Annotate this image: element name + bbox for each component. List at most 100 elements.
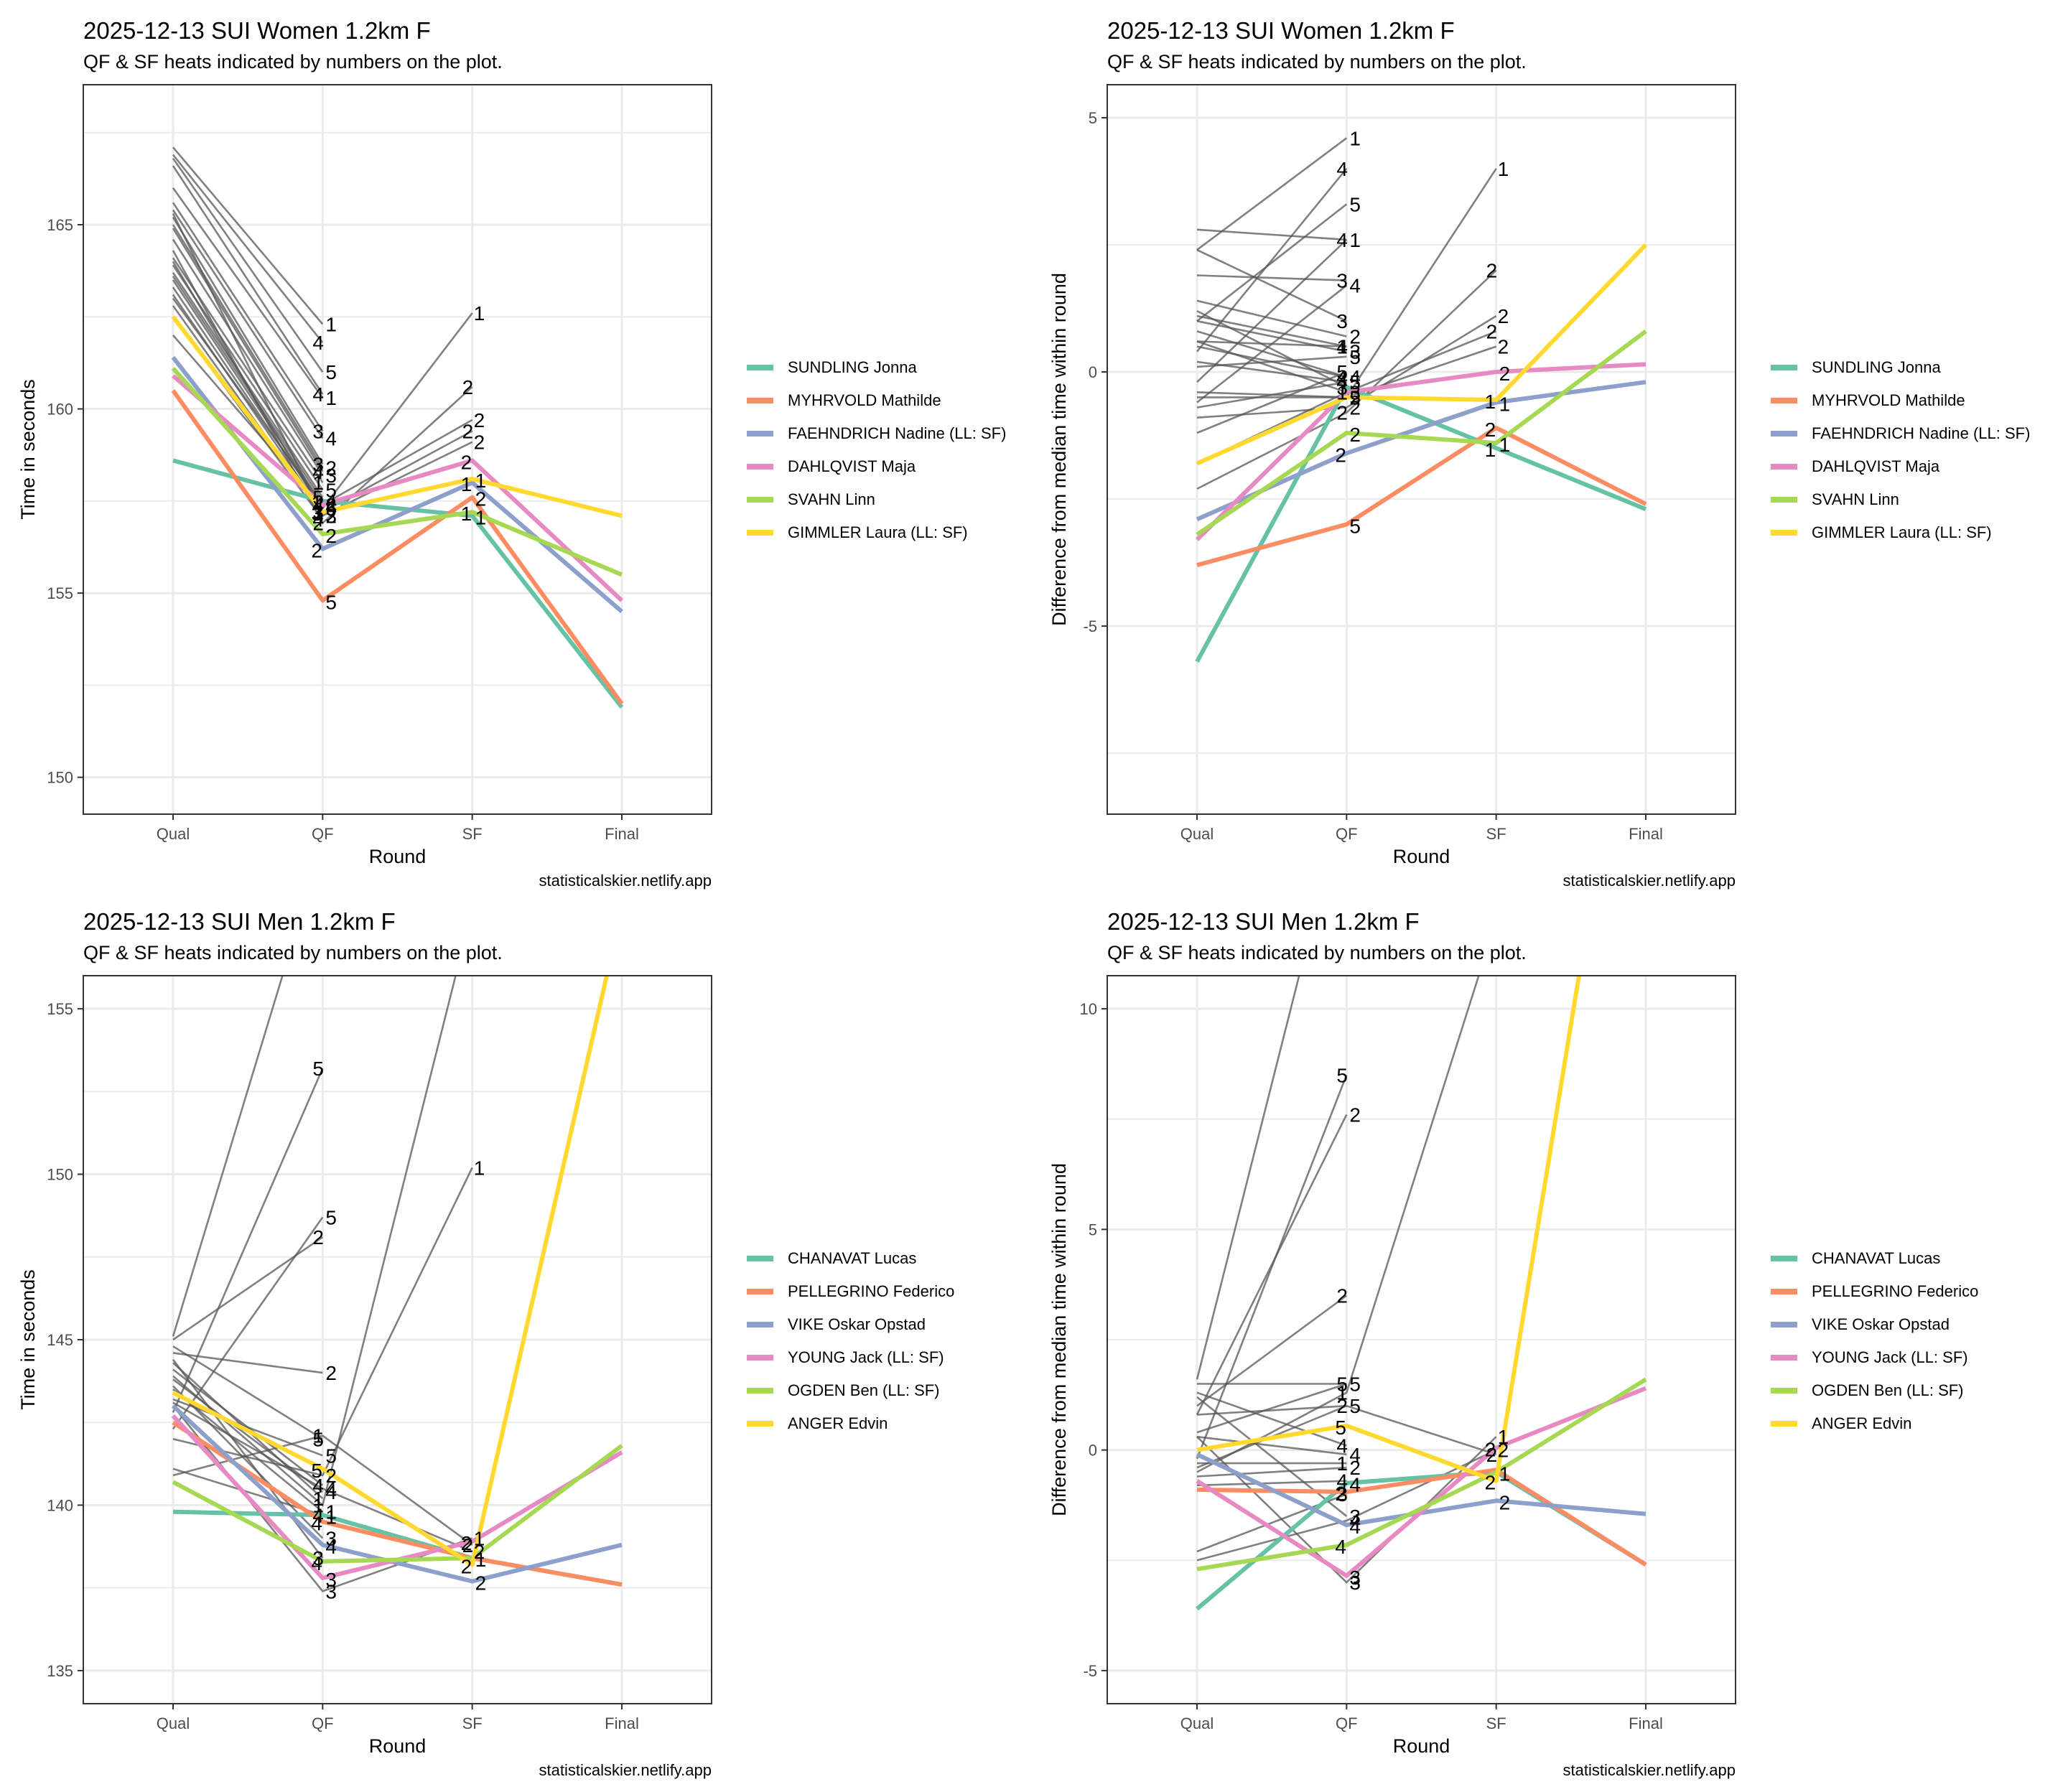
other-athlete-line xyxy=(172,165,324,395)
heat-label: 5 xyxy=(1349,1395,1361,1417)
legend-label: DAHLQVIST Maja xyxy=(788,457,916,475)
legend-key xyxy=(747,1256,773,1261)
heat-label: 5 xyxy=(325,479,337,501)
plot-border xyxy=(1107,84,1736,815)
heat-label: 4 xyxy=(325,1478,337,1500)
legend-key xyxy=(1771,1421,1797,1427)
x-axis-title: Round xyxy=(1393,1735,1450,1757)
heat-label: 2 xyxy=(1486,320,1498,342)
heat-label: 4 xyxy=(1336,371,1348,393)
y-tick-label: 150 xyxy=(47,1166,73,1184)
heat-label: 2 xyxy=(1485,419,1496,441)
heat-label: 1 xyxy=(1336,336,1348,358)
heat-label: 1 xyxy=(325,1506,337,1528)
legend-item: DAHLQVIST Maja xyxy=(747,452,916,481)
heat-label: 5 xyxy=(1349,193,1361,215)
heat-label: 4 xyxy=(1335,1536,1346,1558)
heat-label: 5 xyxy=(1349,1373,1361,1395)
legend-key xyxy=(747,1355,773,1361)
heat-label: 5 xyxy=(325,591,337,613)
heat-label: 2 xyxy=(1349,397,1361,419)
other-athlete-line xyxy=(1196,314,1497,419)
series-line xyxy=(1196,976,1581,1483)
legend-label: MYHRVOLD Mathilde xyxy=(788,391,941,409)
plot-border xyxy=(1107,975,1736,1704)
heat-label: 4 xyxy=(1336,229,1348,251)
chart-subtitle: QF & SF heats indicated by numbers on th… xyxy=(1107,942,1527,963)
heat-label: 1 xyxy=(312,472,324,494)
heat-label: 3 xyxy=(1349,341,1361,363)
heat-label: 3 xyxy=(1349,1567,1361,1589)
other-athlete-line xyxy=(1196,1074,1348,1460)
legend-key xyxy=(747,464,773,470)
x-tick-label: Final xyxy=(1629,825,1663,843)
heat-label: 2 xyxy=(1485,1439,1496,1461)
plot-area xyxy=(171,976,623,1592)
legend-key xyxy=(747,431,773,437)
heat-label: 4 xyxy=(312,461,324,483)
x-tick-label: SF xyxy=(1486,1714,1506,1732)
heat-label: 4 xyxy=(325,428,337,450)
heat-label: 2 xyxy=(1336,1395,1348,1417)
other-athlete-line xyxy=(1196,248,1347,322)
legend-label: SVAHN Linn xyxy=(1812,490,1899,508)
x-tick-label: QF xyxy=(312,1714,334,1732)
y-tick-label: 140 xyxy=(47,1496,73,1514)
heat-label: 3 xyxy=(325,1580,337,1602)
heat-label: 2 xyxy=(474,431,485,454)
heat-label: 4 xyxy=(1349,1516,1361,1538)
y-tick-label: 155 xyxy=(47,1000,73,1018)
x-tick-label: Qual xyxy=(157,825,190,843)
heat-label: 3 xyxy=(312,1547,324,1569)
heat-label: 2 xyxy=(1499,1491,1511,1513)
legend-label: GIMMLER Laura (LL: SF) xyxy=(788,523,968,541)
other-athlete-line xyxy=(172,157,324,373)
other-athlete-line xyxy=(1196,1294,1348,1407)
legend-item: GIMMLER Laura (LL: SF) xyxy=(1771,518,1992,547)
other-athlete-line xyxy=(172,1368,324,1486)
series-line xyxy=(172,374,624,602)
legend-key xyxy=(747,1289,773,1294)
heat-label: 4 xyxy=(325,495,337,518)
heat-label: 1 xyxy=(1336,1452,1348,1475)
y-axis-title: Difference from median time within round xyxy=(1048,273,1070,626)
other-athlete-line xyxy=(1196,370,1347,434)
legend-key xyxy=(1771,1322,1797,1327)
x-tick-label: QF xyxy=(1336,1714,1358,1732)
heat-label: 3 xyxy=(325,1569,337,1591)
series-line xyxy=(172,1444,623,1564)
heat-label: 3 xyxy=(325,505,337,527)
plot-area xyxy=(1196,976,1647,1611)
legend-item: CHANAVAT Lucas xyxy=(747,1244,916,1273)
other-athlete-line xyxy=(1196,1436,1497,1584)
legend-label: SVAHN Linn xyxy=(788,490,875,508)
legend-item: PELLEGRINO Federico xyxy=(747,1277,954,1306)
heat-label: 4 xyxy=(1349,1444,1361,1466)
chart-title: 2025-12-13 SUI Men 1.2km F xyxy=(1107,908,1420,935)
other-athlete-line xyxy=(1196,299,1347,337)
other-athlete-line xyxy=(1196,1391,1347,1447)
heat-label: 1 xyxy=(1336,381,1348,403)
heat-label: 4 xyxy=(1336,1470,1348,1493)
heat-label: 2 xyxy=(462,376,474,398)
plot-border xyxy=(83,84,712,815)
x-tick-label: SF xyxy=(462,825,483,843)
heat-label: 1 xyxy=(475,470,487,492)
heat-label: 5 xyxy=(325,361,337,383)
heat-label: 2 xyxy=(1335,444,1346,466)
legend-key xyxy=(747,1421,773,1427)
y-tick-label: 0 xyxy=(1089,363,1097,381)
series-line xyxy=(172,458,624,709)
y-axis-title: Time in seconds xyxy=(17,379,39,520)
heat-label: 3 xyxy=(1349,381,1361,403)
heat-label: 3 xyxy=(1349,1572,1361,1594)
series-line xyxy=(171,1404,623,1584)
y-axis-title: Difference from median time within round xyxy=(1048,1163,1070,1516)
heat-label: 2 xyxy=(312,1226,324,1249)
heat-label: 2 xyxy=(1335,1483,1346,1505)
y-tick-label: 135 xyxy=(47,1662,73,1680)
x-tick-label: QF xyxy=(312,825,334,843)
heat-label: 1 xyxy=(1498,1426,1509,1448)
heat-label: 1 xyxy=(325,387,337,409)
heat-label: 4 xyxy=(1349,275,1361,297)
